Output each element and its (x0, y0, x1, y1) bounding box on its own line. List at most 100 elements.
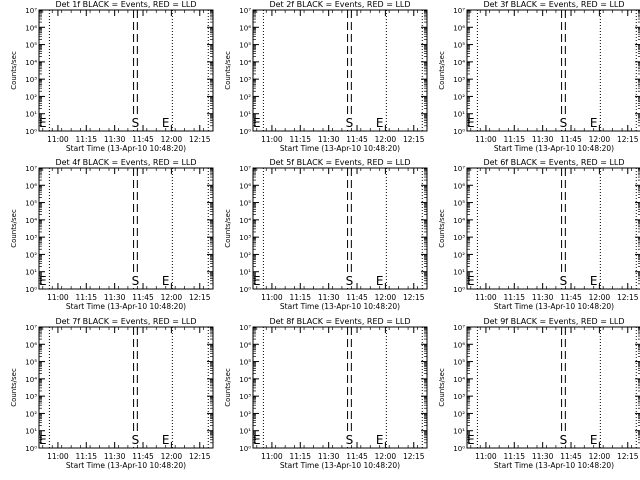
x-tick-label: 11:30 (532, 452, 554, 461)
x-tick-label: 11:15 (503, 452, 525, 461)
y-tick-label: 10³ (239, 76, 251, 84)
x-tick-label: 11:45 (346, 293, 368, 302)
event-marker-e: E (39, 433, 47, 447)
marker-background (558, 116, 568, 128)
y-tick-label: 10⁵ (25, 200, 37, 208)
plot-frame (252, 326, 428, 449)
y-tick-label: 10¹ (453, 111, 465, 119)
y-tick-label: 10² (25, 93, 37, 101)
x-axis-label: Start Time (13-Apr-10 10:48:20) (66, 302, 186, 311)
marker-background (130, 274, 140, 286)
y-tick-label: 10⁶ (453, 341, 465, 349)
marker-background (558, 274, 568, 286)
event-marker-s: S (560, 116, 568, 130)
y-tick-label: 10⁷ (25, 165, 37, 173)
event-marker-e: E (253, 116, 261, 130)
chart-title: Det 3f BLACK = Events, RED = LLD (483, 0, 624, 9)
x-tick-label: 11:00 (475, 293, 497, 302)
x-tick-label: 11:45 (560, 452, 582, 461)
y-axis-label: Counts/sec (438, 209, 446, 248)
y-tick-label: 10⁴ (25, 376, 37, 384)
x-axis-label: Start Time (13-Apr-10 10:48:20) (494, 302, 614, 311)
x-tick-label: 12:00 (161, 135, 183, 144)
chart-title: Det 7f BLACK = Events, RED = LLD (55, 317, 196, 326)
y-tick-label: 10⁶ (453, 182, 465, 190)
x-axis-label: Start Time (13-Apr-10 10:48:20) (280, 302, 400, 311)
chart-title: Det 4f BLACK = Events, RED = LLD (55, 158, 196, 167)
event-marker-s: S (132, 116, 140, 130)
x-tick-label: 11:15 (289, 452, 311, 461)
x-axis-label: Start Time (13-Apr-10 10:48:20) (280, 144, 400, 153)
x-tick-label: 11:30 (318, 293, 340, 302)
y-axis-label: Counts/sec (224, 51, 232, 90)
y-tick-label: 10⁷ (25, 324, 37, 332)
y-tick-label: 10⁰ (453, 128, 465, 136)
chart-panel-det-5: Det 5f BLACK = Events, RED = LLD 10⁰ 10¹ 10… (224, 158, 428, 311)
x-tick-label: 12:15 (189, 135, 211, 144)
y-tick-label: 10¹ (453, 428, 465, 436)
y-tick-label: 10⁰ (239, 128, 251, 136)
chart-title: Det 9f BLACK = Events, RED = LLD (483, 317, 624, 326)
y-tick-label: 10⁵ (239, 42, 251, 50)
x-tick-label: 11:30 (318, 135, 340, 144)
y-tick-label: 10¹ (239, 111, 251, 119)
y-tick-label: 10⁴ (239, 217, 251, 225)
event-marker-e: E (253, 274, 261, 288)
y-tick-label: 10³ (239, 234, 251, 242)
y-tick-label: 10⁶ (239, 182, 251, 190)
event-marker-e: E (590, 433, 598, 447)
event-marker-e: E (162, 433, 170, 447)
y-tick-label: 10⁴ (25, 59, 37, 67)
y-tick-label: 10² (453, 410, 465, 418)
y-tick-label: 10² (239, 410, 251, 418)
y-tick-label: 10³ (453, 234, 465, 242)
x-tick-label: 11:00 (261, 135, 283, 144)
x-tick-label: 11:00 (261, 452, 283, 461)
x-tick-label: 12:15 (403, 452, 425, 461)
y-tick-label: 10⁶ (239, 341, 251, 349)
y-tick-label: 10⁰ (453, 286, 465, 294)
chart-panel-det-8: Det 8f BLACK = Events, RED = LLD 10⁰ 10¹ 10… (224, 317, 428, 470)
y-axis-label: Counts/sec (438, 51, 446, 90)
chart-title: Det 6f BLACK = Events, RED = LLD (483, 158, 624, 167)
y-tick-label: 10² (453, 251, 465, 259)
event-marker-s: S (132, 274, 140, 288)
event-marker-s: S (346, 274, 354, 288)
event-marker-e: E (39, 274, 47, 288)
y-tick-label: 10³ (453, 76, 465, 84)
chart-panel-det-7: Det 7f BLACK = Events, RED = LLD 10⁰ 10¹ 10… (10, 317, 214, 470)
y-tick-label: 10⁶ (25, 24, 37, 32)
x-tick-label: 11:45 (132, 135, 154, 144)
plot-frame (252, 9, 428, 132)
event-marker-s: S (346, 116, 354, 130)
x-tick-label: 12:15 (189, 452, 211, 461)
x-axis-label: Start Time (13-Apr-10 10:48:20) (280, 461, 400, 470)
y-tick-label: 10⁷ (25, 7, 37, 15)
event-marker-s: S (132, 433, 140, 447)
event-marker-e: E (162, 116, 170, 130)
event-marker-e: E (467, 274, 475, 288)
x-axis-label: Start Time (13-Apr-10 10:48:20) (66, 461, 186, 470)
y-tick-label: 10³ (239, 393, 251, 401)
y-tick-label: 10⁷ (453, 165, 465, 173)
y-axis-label: Counts/sec (10, 51, 18, 90)
y-tick-label: 10¹ (239, 269, 251, 277)
y-tick-label: 10⁵ (239, 359, 251, 367)
x-axis-label: Start Time (13-Apr-10 10:48:20) (494, 144, 614, 153)
y-tick-label: 10⁷ (453, 7, 465, 15)
x-tick-label: 11:15 (75, 135, 97, 144)
x-tick-label: 11:15 (75, 293, 97, 302)
y-tick-label: 10⁶ (25, 341, 37, 349)
x-tick-label: 11:15 (289, 135, 311, 144)
y-tick-label: 10⁴ (25, 217, 37, 225)
y-axis-label: Counts/sec (438, 368, 446, 407)
y-tick-label: 10⁴ (453, 217, 465, 225)
y-tick-label: 10⁵ (453, 359, 465, 367)
x-tick-label: 11:30 (104, 293, 126, 302)
event-marker-e: E (467, 116, 475, 130)
x-tick-label: 11:45 (346, 452, 368, 461)
x-tick-label: 11:30 (532, 293, 554, 302)
x-tick-label: 12:00 (589, 293, 611, 302)
x-tick-label: 12:15 (617, 293, 639, 302)
